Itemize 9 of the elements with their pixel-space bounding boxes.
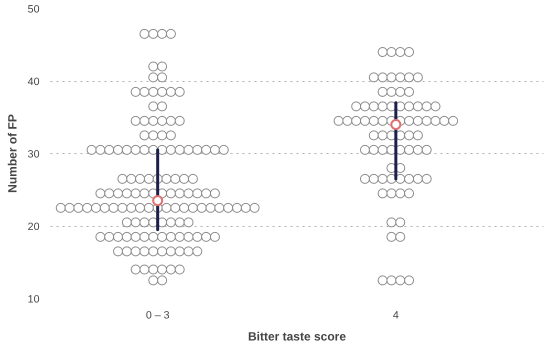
x-tick-label: 4 (392, 310, 399, 322)
x-tick-label: 0 – 3 (146, 310, 170, 322)
x-axis-title: Bitter taste score (248, 330, 346, 344)
y-tick-label: 20 (28, 221, 40, 233)
y-axis-title: Number of FP (6, 114, 20, 193)
y-tick-label: 50 (28, 4, 40, 16)
y-tick-label: 10 (28, 294, 40, 306)
y-tick-label: 30 (28, 148, 40, 160)
y-tick-label: 40 (28, 76, 40, 88)
